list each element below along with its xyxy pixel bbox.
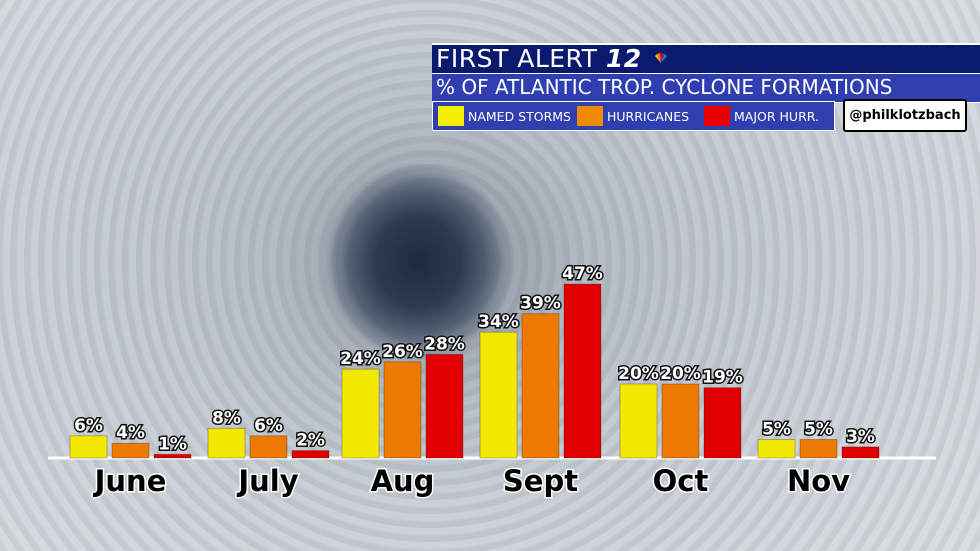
bar-oct-hurricanes	[661, 383, 700, 459]
twitter-handle: @philklotzbach	[849, 108, 961, 123]
value-label-nov-major-hurr: 3%	[846, 427, 875, 447]
value-label-sept-hurricanes: 39%	[520, 294, 561, 314]
bar-nov-hurricanes	[799, 439, 838, 459]
month-label-july: July	[236, 464, 298, 498]
legend: NAMED STORMS HURRICANES MAJOR HURR.	[432, 101, 835, 131]
bar-june-hurricanes	[111, 442, 150, 459]
month-label-oct: Oct	[653, 464, 709, 498]
bar-aug-hurricanes	[383, 361, 422, 459]
bar-july-named-storms	[207, 427, 246, 459]
month-label-nov: Nov	[787, 464, 850, 498]
value-label-nov-named-storms: 5%	[762, 420, 791, 440]
peacock-logo-icon	[655, 53, 667, 63]
value-label-aug-major-hurr: 28%	[424, 334, 465, 354]
twitter-handle-badge: @philklotzbach	[843, 99, 967, 132]
month-label-june: June	[93, 464, 167, 498]
bars-group	[69, 283, 880, 459]
value-label-nov-hurricanes: 5%	[804, 420, 833, 440]
brand-title: FIRST ALERT 12	[436, 44, 642, 73]
bar-nov-major-hurr	[841, 446, 880, 459]
value-label-sept-major-hurr: 47%	[562, 264, 603, 284]
bar-nov-named-storms	[757, 439, 796, 459]
bar-aug-major-hurr	[425, 353, 464, 459]
value-label-july-hurricanes: 6%	[254, 416, 283, 436]
legend-item-named-storms: NAMED STORMS	[438, 106, 571, 126]
bar-aug-named-storms	[341, 368, 380, 459]
value-label-oct-hurricanes: 20%	[660, 364, 701, 384]
chart-title: % OF ATLANTIC TROP. CYCLONE FORMATIONS	[436, 75, 893, 99]
value-label-sept-named-storms: 34%	[478, 312, 519, 332]
value-label-aug-named-storms: 24%	[340, 349, 381, 369]
bar-sept-major-hurr	[563, 283, 602, 459]
bar-oct-major-hurr	[703, 387, 742, 459]
bar-sept-named-storms	[479, 331, 518, 459]
value-label-aug-hurricanes: 26%	[382, 342, 423, 362]
bar-june-major-hurr	[153, 453, 192, 459]
legend-swatch-hurricanes	[577, 106, 603, 126]
bar-july-major-hurr	[291, 450, 330, 459]
legend-item-hurricanes: HURRICANES	[577, 106, 689, 126]
value-label-june-named-storms: 6%	[74, 416, 103, 436]
legend-swatch-named-storms	[438, 106, 464, 126]
legend-label-major-hurr: MAJOR HURR.	[734, 108, 819, 124]
bar-sept-hurricanes	[521, 313, 560, 459]
value-label-july-major-hurr: 2%	[296, 431, 325, 451]
legend-label-hurricanes: HURRICANES	[607, 108, 690, 124]
month-label-aug: Aug	[371, 464, 435, 498]
value-label-june-major-hurr: 1%	[158, 434, 187, 454]
subtitle-bar: % OF ATLANTIC TROP. CYCLONE FORMATIONS	[432, 73, 980, 103]
value-label-oct-major-hurr: 19%	[702, 368, 743, 388]
month-labels-group: June July Aug Sept Oct Nov	[91, 463, 852, 500]
legend-item-major-hurr: MAJOR HURR.	[704, 106, 819, 126]
legend-swatch-major-hurr	[704, 106, 730, 126]
bar-june-named-storms	[69, 435, 108, 459]
brand-bar: FIRST ALERT 12	[432, 43, 980, 73]
value-label-oct-named-storms: 20%	[618, 364, 659, 384]
bar-oct-named-storms	[619, 383, 658, 459]
bar-july-hurricanes	[249, 435, 288, 459]
legend-label-named-storms: NAMED STORMS	[468, 108, 571, 124]
value-label-june-hurricanes: 4%	[116, 423, 145, 443]
value-label-july-named-storms: 8%	[212, 408, 241, 428]
value-labels-group: 6% 4%1%8% 6%2%24% 26% 28%34%39%47%20% 20% 19%5…	[73, 263, 877, 456]
month-label-sept: Sept	[503, 464, 578, 498]
